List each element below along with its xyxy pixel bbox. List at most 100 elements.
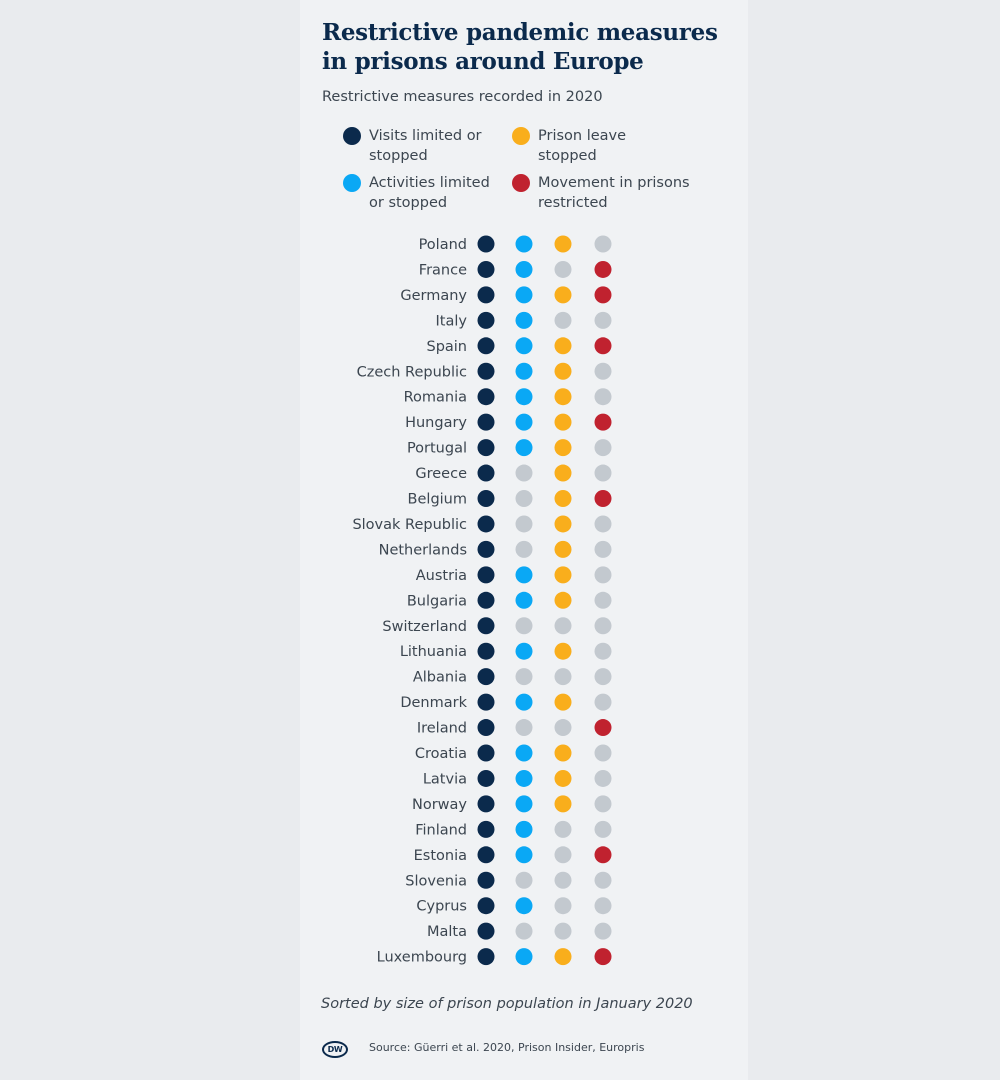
country-label-finland: Finland <box>415 822 467 838</box>
dot-malta-movement <box>594 922 612 940</box>
dot-greece-movement <box>594 464 612 482</box>
legend-label-leave: Prison leave stopped <box>538 128 627 164</box>
dot-portugal-visits <box>477 439 495 457</box>
country-label-croatia: Croatia <box>415 746 467 762</box>
dot-hungary-visits <box>477 413 495 431</box>
dot-denmark-visits <box>477 693 495 711</box>
country-label-latvia: Latvia <box>423 771 467 787</box>
dot-spain-movement <box>594 337 612 355</box>
country-label-romania: Romania <box>404 390 467 406</box>
dot-croatia-movement <box>594 744 612 762</box>
dot-finland-leave <box>554 820 572 838</box>
dot-spain-activities <box>515 337 533 355</box>
dot-italy-movement <box>594 311 612 329</box>
country-label-portugal: Portugal <box>407 441 467 457</box>
dot-albania-visits <box>477 668 495 686</box>
dot-italy-visits <box>477 311 495 329</box>
legend-dot-leave <box>512 127 530 145</box>
dot-netherlands-activities <box>515 540 533 558</box>
dot-luxembourg-visits <box>477 948 495 966</box>
dot-romania-movement <box>594 388 612 406</box>
dot-belgium-activities <box>515 490 533 507</box>
dot-slovak-republic-visits <box>477 515 495 533</box>
country-label-denmark: Denmark <box>400 695 467 711</box>
dot-poland-movement <box>594 235 612 253</box>
dot-switzerland-visits <box>477 617 495 635</box>
dot-czech-republic-leave <box>554 362 572 380</box>
dot-hungary-activities <box>515 413 533 431</box>
dot-greece-activities <box>515 464 533 482</box>
country-label-poland: Poland <box>419 237 467 253</box>
dot-czech-republic-visits <box>477 362 495 380</box>
dot-germany-leave <box>554 286 572 304</box>
country-label-albania: Albania <box>413 670 467 686</box>
dot-lithuania-movement <box>594 642 612 660</box>
country-label-switzerland: Switzerland <box>382 619 467 635</box>
sort-note: Sorted by size of prison population in J… <box>321 996 693 1012</box>
dot-france-activities <box>515 260 533 278</box>
dot-bulgaria-visits <box>477 591 495 609</box>
dot-portugal-activities <box>515 439 533 457</box>
dot-albania-activities <box>515 668 533 686</box>
dot-switzerland-leave <box>554 617 572 635</box>
dot-malta-activities <box>515 922 533 940</box>
country-label-germany: Germany <box>400 288 467 304</box>
dot-romania-activities <box>515 388 533 406</box>
dot-netherlands-movement <box>594 540 612 558</box>
dot-portugal-leave <box>554 439 572 457</box>
country-label-slovak-republic: Slovak Republic <box>352 517 467 533</box>
legend-dot-movement <box>512 174 530 192</box>
legend-dot-visits <box>343 127 361 145</box>
dot-france-visits <box>477 260 495 278</box>
dot-germany-visits <box>477 286 495 304</box>
source-text: Source: Güerri et al. 2020, Prison Insid… <box>369 1041 645 1054</box>
dot-ireland-activities <box>515 719 533 737</box>
dot-portugal-movement <box>594 439 612 457</box>
dot-italy-activities <box>515 311 533 329</box>
dot-slovak-republic-movement <box>594 515 612 533</box>
dot-romania-leave <box>554 388 572 406</box>
legend-item-activities: Activities limited or stopped <box>343 173 490 213</box>
dot-luxembourg-activities <box>515 948 533 966</box>
dot-luxembourg-movement <box>594 948 612 966</box>
dot-belgium-leave <box>554 490 572 507</box>
dot-latvia-visits <box>477 769 495 787</box>
dot-latvia-activities <box>515 769 533 787</box>
dot-cyprus-visits <box>477 897 495 915</box>
legend-item-visits: Visits limited or stopped <box>343 126 482 166</box>
dot-czech-republic-movement <box>594 362 612 380</box>
legend-label-movement: Movement in prisons restricted <box>538 175 690 211</box>
dot-greece-leave <box>554 464 572 482</box>
country-label-ireland: Ireland <box>417 721 467 737</box>
dot-poland-leave <box>554 235 572 253</box>
dot-croatia-activities <box>515 744 533 762</box>
dot-slovenia-activities <box>515 871 533 889</box>
dot-hungary-movement <box>594 413 612 431</box>
dot-bulgaria-leave <box>554 591 572 609</box>
dot-austria-leave <box>554 566 572 584</box>
dot-belgium-visits <box>477 490 495 507</box>
dot-finland-movement <box>594 820 612 838</box>
dot-estonia-movement <box>594 846 612 864</box>
country-label-estonia: Estonia <box>414 848 467 864</box>
dot-italy-leave <box>554 311 572 329</box>
dot-finland-activities <box>515 820 533 838</box>
dot-spain-visits <box>477 337 495 355</box>
dot-belgium-movement <box>594 490 612 507</box>
dot-malta-visits <box>477 922 495 940</box>
dot-norway-movement <box>594 795 612 813</box>
country-label-bulgaria: Bulgaria <box>407 593 467 609</box>
dot-norway-visits <box>477 795 495 813</box>
country-label-malta: Malta <box>427 924 467 940</box>
chart-title: Restrictive pandemic measures in prisons… <box>322 19 718 75</box>
dot-albania-movement <box>594 668 612 686</box>
dot-cyprus-leave <box>554 897 572 915</box>
dot-netherlands-leave <box>554 540 572 558</box>
legend-item-leave: Prison leave stopped <box>512 126 626 166</box>
country-label-greece: Greece <box>415 466 467 482</box>
dot-poland-visits <box>477 235 495 253</box>
dot-finland-visits <box>477 820 495 838</box>
country-label-italy: Italy <box>436 313 468 329</box>
dot-latvia-movement <box>594 769 612 787</box>
